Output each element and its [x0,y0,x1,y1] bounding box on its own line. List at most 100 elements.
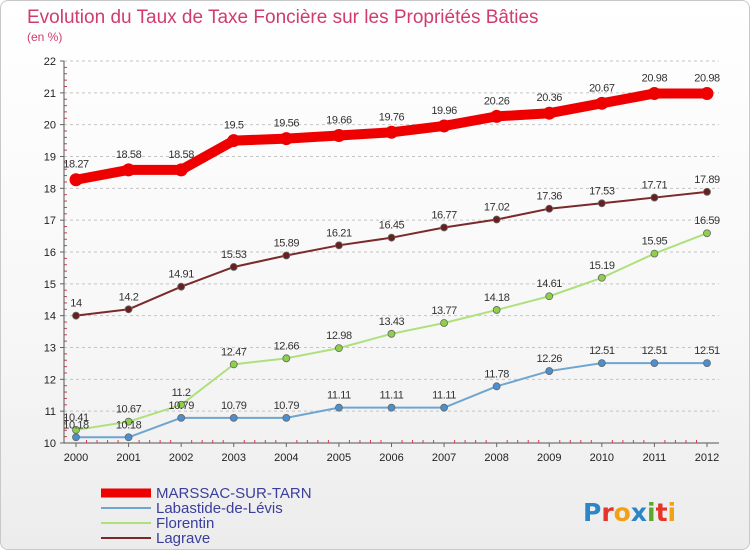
y-tick-label: 14 [44,311,56,323]
data-label-lagrave: 14.2 [119,291,139,303]
data-label-labastide-de-l-vis: 10.18 [63,419,89,431]
data-label-marssac-sur-tarn: 18.27 [63,159,89,171]
data-label-lagrave: 15.89 [274,238,300,250]
x-tick-label: 2010 [590,452,614,464]
data-label-labastide-de-l-vis: 11.11 [327,390,351,402]
data-label-florentin: 12.47 [221,346,247,358]
x-tick-label: 2004 [274,452,298,464]
data-point-florentin [703,229,711,238]
data-label-marssac-sur-tarn: 19.56 [274,118,300,130]
data-label-florentin: 15.19 [589,260,615,272]
data-point-marssac-sur-tarn [122,163,136,177]
data-label-labastide-de-l-vis: 12.51 [642,345,668,357]
data-point-labastide-de-l-vis [387,403,396,412]
data-point-marssac-sur-tarn [227,134,241,148]
axes: 10 11 12 13 14 15 16 17 18 19 20 21 22 2000 2001 2002 20… [44,56,719,464]
data-label-florentin: 12.66 [274,340,300,352]
x-tick-label: 2009 [537,452,561,464]
data-point-florentin [335,344,343,353]
legend: MARSSAC-SUR-TARNLabastide-de-LévisFloren… [101,485,312,547]
data-point-lagrave [387,233,396,242]
x-tick-label: 2000 [64,452,88,464]
data-label-labastide-de-l-vis: 10.79 [221,400,247,412]
data-labels: 14 14.2 14.91 15.53 15.89 16.21 16.45 16.77 17.0… [63,72,720,431]
data-point-labastide-de-l-vis [545,367,554,375]
data-label-lagrave: 14.91 [168,269,194,281]
data-point-labastide-de-l-vis [597,359,606,367]
data-label-lagrave: 16.77 [431,209,457,221]
chart-title: Evolution du Taux de Taxe Foncière sur l… [27,7,539,28]
x-tick-label: 2003 [222,452,246,464]
data-point-lagrave [335,241,343,250]
data-point-lagrave [282,251,291,260]
y-tick-label: 17 [44,215,56,227]
data-label-marssac-sur-tarn: 19.66 [326,114,352,126]
data-label-labastide-de-l-vis: 11.11 [432,390,456,402]
data-point-labastide-de-l-vis [229,413,238,422]
data-label-labastide-de-l-vis: 11.11 [380,390,404,402]
y-tick-label: 15 [44,279,56,291]
data-label-marssac-sur-tarn: 20.98 [642,72,668,84]
data-label-marssac-sur-tarn: 18.58 [116,149,142,161]
data-point-labastide-de-l-vis [335,403,343,412]
data-label-labastide-de-l-vis: 12.51 [694,345,720,357]
grid [64,60,719,412]
data-point-lagrave [597,199,606,208]
data-point-marssac-sur-tarn [647,86,661,100]
data-label-labastide-de-l-vis: 11.78 [484,368,509,380]
data-point-florentin [124,417,133,426]
data-label-labastide-de-l-vis: 12.26 [536,353,562,365]
data-label-florentin: 15.95 [642,236,668,248]
x-tick-label: 2006 [379,452,403,464]
data-label-marssac-sur-tarn: 19.5 [224,120,244,132]
y-tick-label: 22 [44,56,56,68]
x-tick-label: 2005 [327,452,351,464]
chart-subtitle: (en %) [27,30,62,44]
y-tick-label: 10 [44,438,56,450]
data-point-marssac-sur-tarn [174,163,188,177]
data-label-lagrave: 17.71 [642,180,668,192]
logo-letter: i [647,498,656,527]
data-point-marssac-sur-tarn [542,106,556,120]
logo-letter: P [583,498,601,527]
data-point-marssac-sur-tarn [700,86,714,100]
data-point-lagrave [650,193,659,202]
data-point-florentin [282,354,291,363]
series-layer [69,86,714,442]
logo-letter: r [601,498,614,527]
data-point-lagrave [492,215,501,224]
x-tick-label: 2002 [169,452,193,464]
data-point-labastide-de-l-vis [650,359,659,367]
data-label-lagrave: 17.02 [484,202,510,214]
logo-letter: o [614,498,631,527]
data-point-florentin [492,306,501,314]
data-label-marssac-sur-tarn: 20.98 [694,72,720,84]
y-tick-label: 12 [44,374,56,386]
data-point-lagrave [545,204,554,213]
data-label-florentin: 10.41 [63,412,89,424]
data-label-lagrave: 17.53 [589,185,615,197]
data-label-marssac-sur-tarn: 19.76 [379,111,405,123]
data-point-florentin [545,292,554,301]
data-label-marssac-sur-tarn: 20.26 [484,95,510,107]
data-point-florentin [440,319,448,327]
y-tick-label: 11 [45,406,56,418]
x-tick-label: 2007 [432,452,456,464]
data-point-labastide-de-l-vis [124,433,133,442]
data-point-florentin [597,273,606,282]
data-label-lagrave: 16.21 [326,227,352,239]
data-label-florentin: 12.98 [326,330,352,342]
x-tick-label: 2001 [116,452,140,464]
data-point-labastide-de-l-vis [703,359,711,367]
proxiti-logo: Proxiti [583,498,676,527]
data-label-florentin: 10.67 [116,404,142,416]
data-point-labastide-de-l-vis [440,403,448,412]
data-label-marssac-sur-tarn: 18.58 [168,149,194,161]
data-label-florentin: 14.18 [484,292,510,304]
data-label-marssac-sur-tarn: 20.67 [589,82,615,94]
data-point-florentin [650,249,659,258]
x-tick-label: 2012 [695,452,719,464]
data-label-florentin: 14.61 [536,278,562,290]
data-point-marssac-sur-tarn [595,96,609,110]
